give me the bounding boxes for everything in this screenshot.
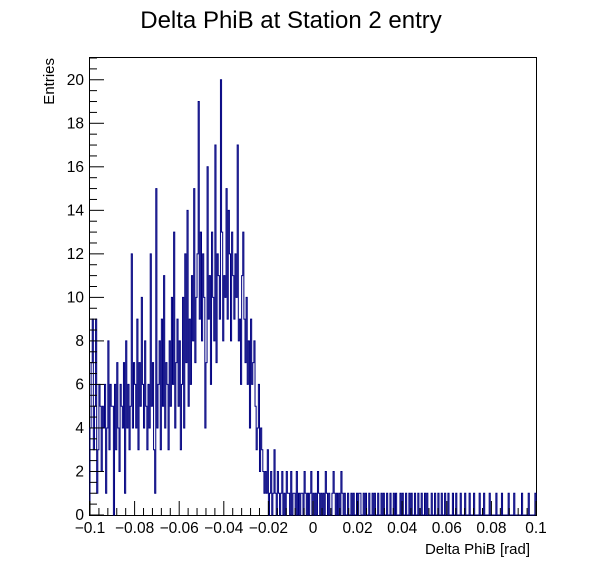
x-tick-label: 0.02	[343, 520, 373, 537]
y-tick-label: 12	[67, 246, 84, 263]
y-tick-label: 8	[75, 333, 84, 350]
x-tick-label: 0.08	[476, 520, 506, 537]
x-tick-label: 0.1	[525, 520, 547, 537]
x-tick-label: −0.04	[204, 520, 244, 537]
y-tick-label: 20	[67, 72, 85, 89]
x-tick-label: −0.06	[160, 520, 199, 537]
histogram-outline	[89, 79, 537, 516]
y-tick-label: 14	[67, 202, 85, 219]
x-tick-label: 0	[309, 520, 318, 537]
chart-title: Delta PhiB at Station 2 entry	[140, 7, 442, 34]
x-tick-label: 0.04	[387, 520, 418, 537]
y-tick-label: 18	[67, 115, 84, 132]
y-axis-ticks: 0 2 4 6 8 10 12 14 16 18 20	[67, 57, 104, 524]
x-tick-label: −0.1	[75, 520, 106, 537]
x-axis-ticks: −0.1 −0.08 −0.06 −0.04 −0.02 0 0.02 0.04 0.06 0.0…	[75, 501, 547, 537]
y-tick-label: 4	[75, 420, 84, 437]
x-tick-label: 0.06	[432, 520, 462, 537]
x-tick-label: −0.08	[115, 520, 154, 537]
y-tick-label: 16	[67, 159, 84, 176]
y-tick-label: 2	[75, 463, 84, 480]
y-tick-label: 6	[75, 376, 84, 393]
x-tick-label: −0.02	[249, 520, 288, 537]
y-axis-label: Entries	[41, 58, 58, 105]
y-tick-label: 0	[75, 507, 84, 524]
y-tick-label: 10	[67, 289, 85, 306]
x-axis-label: Delta PhiB [rad]	[425, 541, 530, 558]
histogram-bins	[89, 79, 537, 516]
